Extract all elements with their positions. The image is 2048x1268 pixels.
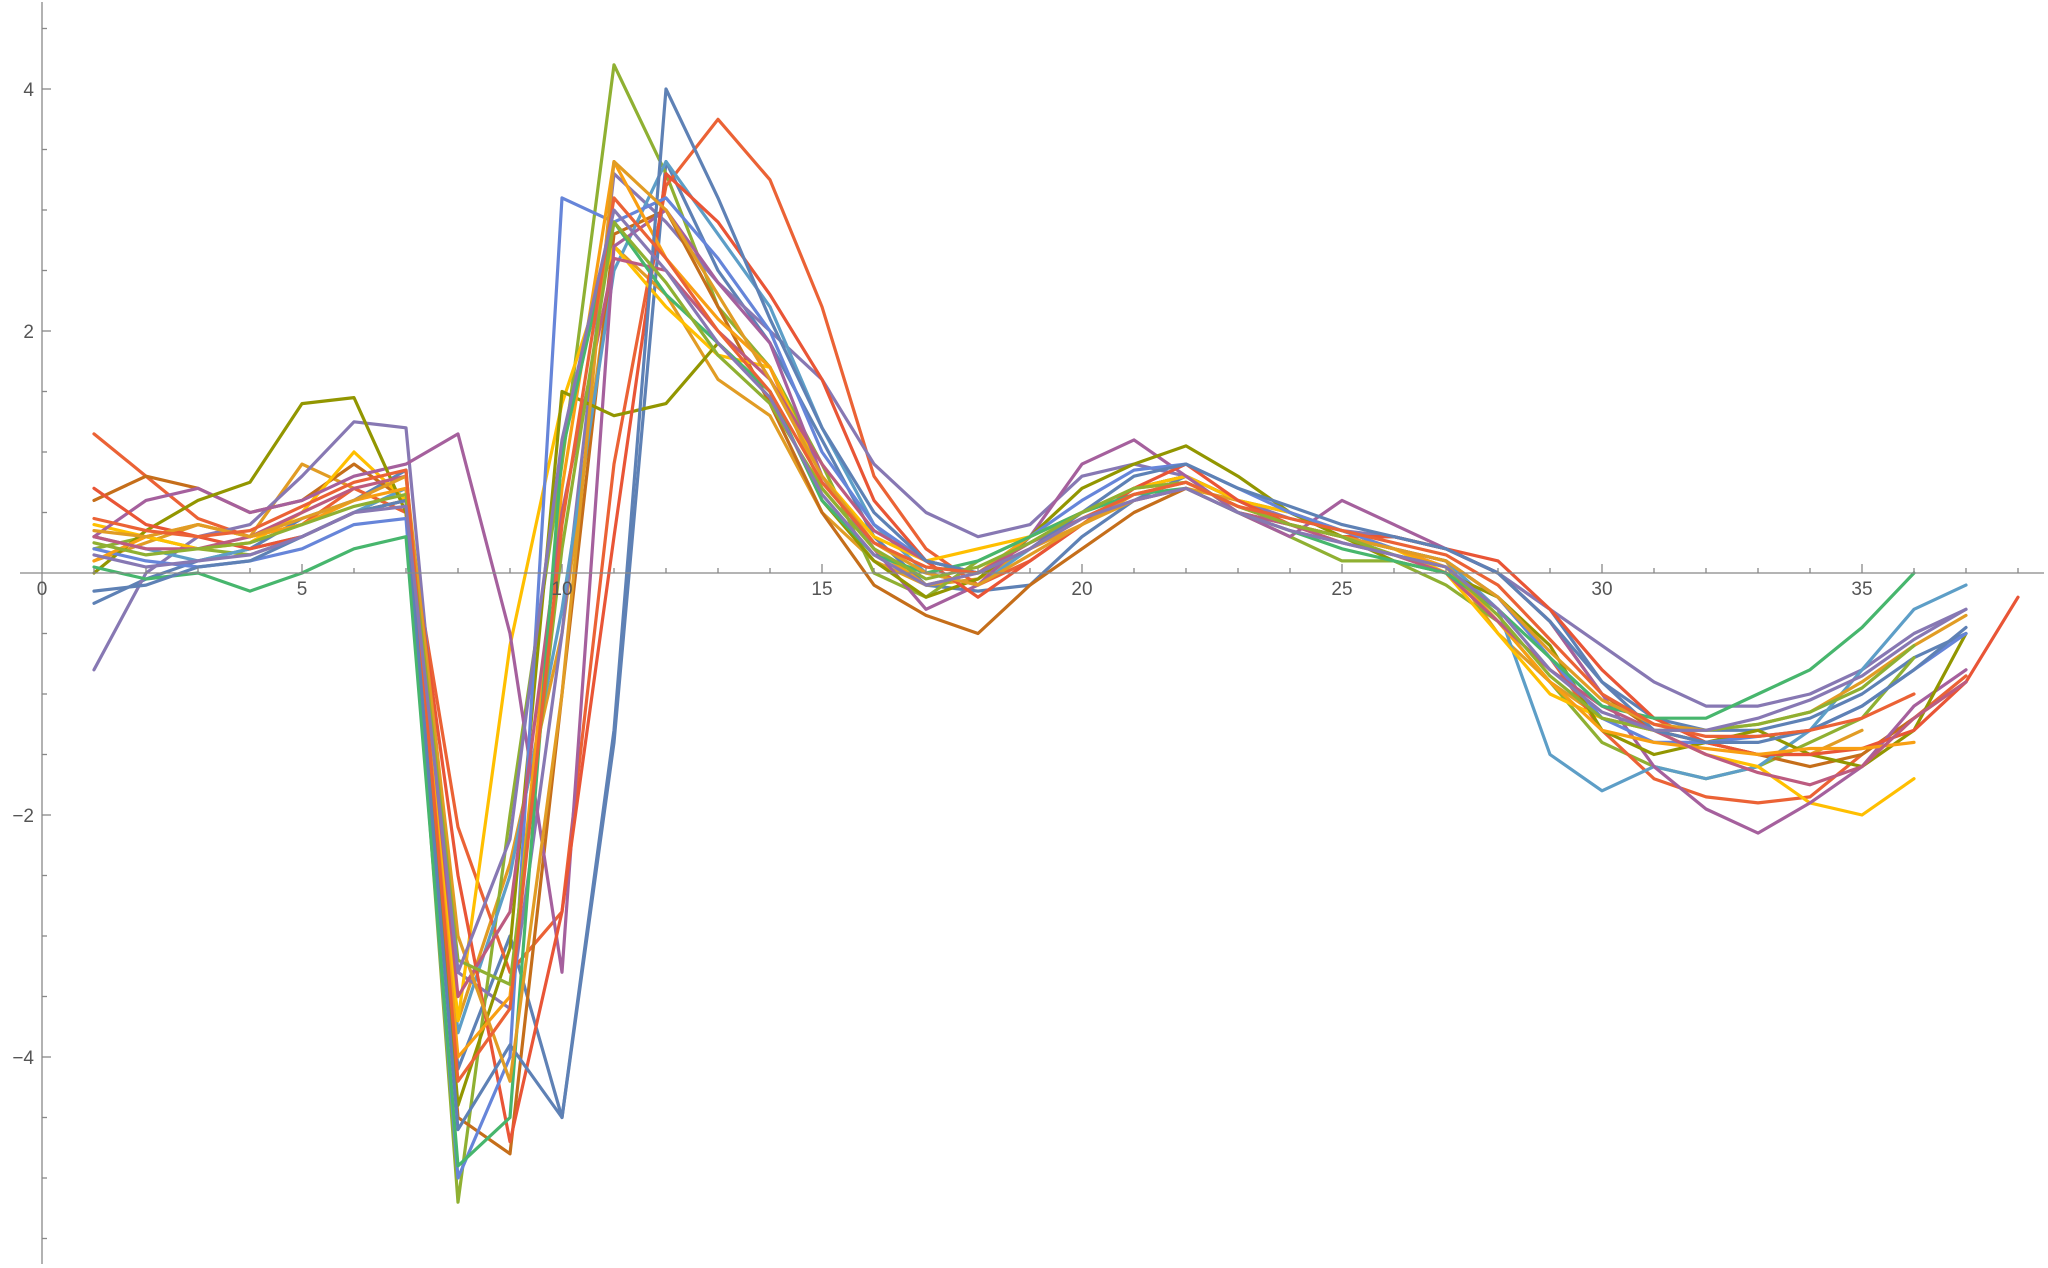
series-line-20 (92, 208, 1968, 974)
x-tick-label: 25 (1331, 579, 1352, 600)
x-tick-label: 30 (1591, 579, 1612, 600)
x-tick-label: 10 (551, 579, 572, 600)
y-tick-label: −4 (12, 1048, 34, 1069)
series-line-7 (92, 160, 1968, 1035)
series-line-19 (92, 196, 1916, 1083)
y-tick-label: 2 (23, 322, 34, 343)
y-tick-label: −2 (12, 806, 34, 827)
series-layer (92, 63, 2020, 1204)
x-tick-label: 20 (1071, 579, 1092, 600)
series-line-15 (92, 220, 1916, 1168)
series-line-5 (92, 172, 1968, 1011)
series-line-9 (92, 208, 1968, 974)
x-tick-label: 5 (297, 579, 308, 600)
series-line-1 (92, 160, 1968, 1120)
series-line-14 (92, 256, 1968, 999)
series-line-16 (92, 87, 1968, 1132)
y-tick-label: 4 (23, 80, 34, 101)
series-line-11 (92, 172, 2020, 1144)
x-tick-label: 35 (1851, 579, 1872, 600)
series-line-17 (92, 160, 1968, 1083)
series-line-18 (92, 220, 1916, 987)
tick-layer: 0 5 10 15 20 25 30 35 −4 −2 2 4 (12, 27, 2019, 1240)
x-tick-label: 0 (37, 579, 48, 600)
x-tick-label: 15 (811, 579, 832, 600)
series-line-6 (92, 208, 1968, 1156)
series-line-3 (92, 63, 1916, 1204)
series-line-4 (92, 117, 1968, 974)
series-line-12 (92, 196, 1968, 1180)
series-line-8 (92, 244, 1916, 1023)
